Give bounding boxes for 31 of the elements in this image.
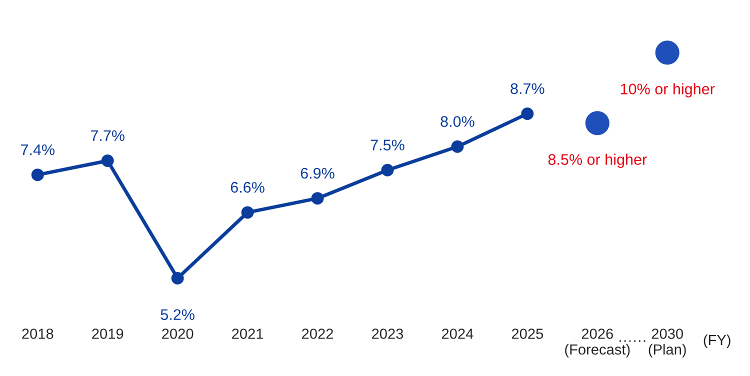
data-label: 8.7% [510,83,544,94]
x-tick-label: 2021 [232,328,264,339]
data-label: 7.4% [21,144,55,156]
point [451,140,464,153]
point [655,40,680,65]
data-label: 7.5% [370,140,404,150]
point [31,168,44,182]
data-label: 8.0% [440,116,474,127]
point [241,206,254,219]
data-label: 7.7% [90,130,124,141]
point [381,164,394,176]
point [585,111,610,136]
data-label: 8.5% or higher [548,154,647,168]
data-label: 6.9% [300,168,334,179]
x-tick-label: 2030 (Plan) [648,328,686,358]
x-tick-label: 2025 [512,328,544,339]
data-label: 10% or higher [620,83,715,98]
x-tick-label: 2020 [162,328,194,339]
data-label: 6.6% [230,182,264,193]
x-tick-label: 2024 [442,328,474,339]
x-tick-label: 2023 [372,328,404,339]
x-tick-label: 2022 [302,328,334,339]
x-tick-label: 2018 [22,328,54,339]
data-label: 5.2% [160,309,194,320]
x-axis-title: (FY) [704,334,730,348]
x-tick-label: 2019 [92,328,124,339]
point [521,107,534,120]
point [171,272,184,284]
text: ······ [620,340,646,342]
point [311,192,324,205]
point [101,154,114,167]
